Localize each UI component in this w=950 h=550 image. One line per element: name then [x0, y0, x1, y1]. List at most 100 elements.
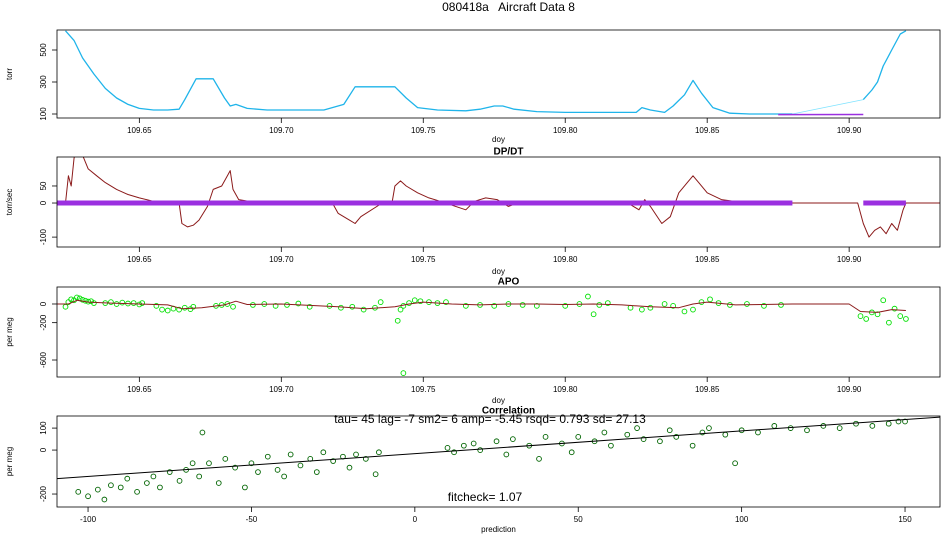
x-tick-label: 109.65 [127, 255, 152, 264]
point [176, 306, 182, 313]
point [601, 429, 608, 436]
point [62, 303, 69, 310]
point [657, 438, 663, 445]
point [362, 456, 369, 462]
x-tick-label: 0 [413, 515, 418, 524]
point [124, 475, 131, 482]
point [590, 311, 597, 318]
point [444, 445, 451, 451]
y-axis-label: torr [5, 68, 14, 80]
point [206, 460, 212, 467]
point [461, 442, 467, 449]
point [886, 319, 892, 326]
point [338, 304, 344, 311]
y-tick-label: 50 [39, 181, 48, 190]
point [255, 469, 261, 475]
point [75, 488, 82, 495]
point [397, 306, 404, 313]
point [242, 484, 248, 491]
point [199, 429, 206, 436]
point [634, 425, 640, 431]
point [230, 303, 236, 310]
x-tick-label: 109.75 [411, 255, 436, 264]
point [330, 458, 336, 464]
point [477, 447, 484, 453]
x-tick-label: 100 [735, 515, 749, 524]
panel: Correlation prediction per meg -100 -50 0 50 10… [5, 406, 941, 534]
x-tick-label: 109.70 [269, 126, 294, 135]
x-axis-label: doy [492, 396, 505, 405]
point [853, 420, 859, 427]
point [903, 316, 909, 322]
point [189, 460, 196, 467]
point [295, 300, 302, 307]
panel-title: DP/DT [494, 147, 524, 158]
point [248, 460, 255, 467]
plot-area [57, 416, 940, 503]
point [153, 303, 160, 309]
y-tick-label: 0 [39, 200, 48, 205]
y-tick-label: 500 [39, 43, 48, 57]
point [215, 480, 222, 486]
x-tick-label: -100 [80, 515, 97, 524]
point [68, 296, 75, 303]
point [306, 303, 313, 310]
y-tick-label: 100 [39, 107, 48, 121]
point [101, 496, 108, 503]
point [722, 431, 729, 438]
x-tick-label: 109.70 [269, 385, 294, 394]
point [346, 464, 353, 471]
point [874, 311, 881, 318]
point [670, 303, 676, 309]
point [196, 473, 203, 480]
point [320, 449, 327, 456]
point [88, 298, 94, 305]
point [108, 482, 114, 489]
point [117, 484, 124, 491]
point [159, 306, 165, 313]
point [108, 299, 114, 305]
annotation: tau= 45 lag= -7 sm2= 6 amp= -5.45 rsqd= … [334, 412, 646, 426]
point [377, 299, 384, 305]
point [771, 423, 778, 429]
point [176, 477, 183, 484]
point [738, 427, 745, 434]
point [264, 453, 271, 460]
point [297, 462, 304, 469]
panel-title: Correlation [482, 406, 535, 417]
line [792, 99, 864, 115]
panel: DP/DT doy torr/sec 109.65 109.70 109.75 109.80… [5, 147, 941, 276]
point [568, 449, 575, 456]
point [596, 302, 603, 308]
point [897, 313, 904, 319]
point [144, 480, 150, 486]
point [647, 304, 654, 311]
point [510, 436, 516, 442]
annotation: fitcheck= 1.07 [448, 490, 523, 504]
point [503, 451, 510, 458]
y-tick-label: -100 [39, 229, 48, 246]
point [119, 299, 126, 306]
point [281, 473, 287, 480]
x-tick-label: 109.90 [837, 255, 862, 264]
line [57, 299, 906, 313]
point [360, 306, 367, 313]
x-tick-label: 150 [898, 515, 912, 524]
point [761, 303, 767, 309]
plot-frame [56, 156, 941, 248]
point [493, 438, 500, 445]
point [666, 427, 673, 434]
plot-area [65, 30, 907, 116]
point [85, 493, 91, 500]
x-tick-label: 109.90 [837, 126, 862, 135]
point [400, 370, 407, 376]
x-axis-label: doy [492, 267, 505, 276]
x-tick-label: 109.75 [411, 385, 436, 394]
x-tick-label: 109.75 [411, 126, 436, 135]
point [698, 299, 705, 305]
point [272, 303, 279, 309]
point [639, 306, 645, 313]
point [820, 423, 827, 429]
x-tick-label: 109.65 [127, 385, 152, 394]
